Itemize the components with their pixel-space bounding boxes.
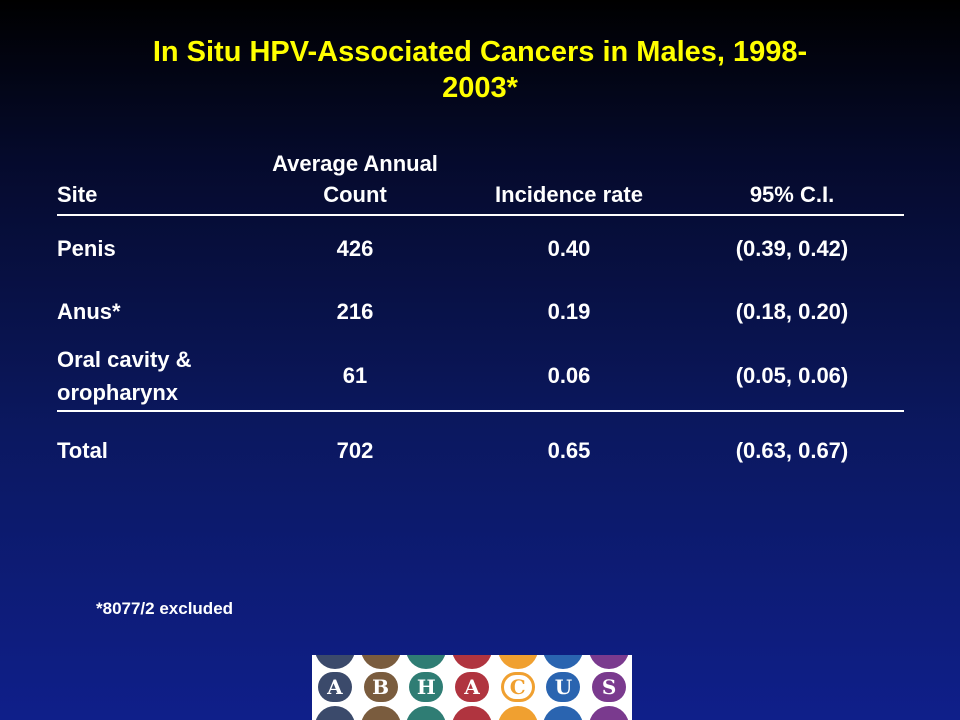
header-ci: 95% C.I. (749, 182, 835, 207)
logo-circle-bottom (589, 706, 630, 720)
row-total-site: Total (57, 438, 108, 463)
header-count-line-2: Count (323, 182, 387, 207)
logo-circle-bottom (452, 706, 492, 720)
total-rule (57, 410, 904, 412)
logo-letter: B (363, 672, 398, 702)
title-line-2: 2003* (442, 72, 518, 104)
logo-letter: A (455, 672, 489, 702)
header-rule (57, 214, 904, 216)
logo-circle-top (314, 655, 355, 669)
logo-circle-bottom (314, 706, 355, 720)
logo-letter: A (317, 672, 352, 702)
logo-letter: C (500, 672, 535, 702)
logo-circle-top (406, 655, 447, 669)
footnote: *8077/2 excluded (96, 599, 234, 618)
logo-letter: H (409, 672, 444, 702)
row-oral-site-line-2: oropharynx (57, 380, 179, 405)
row-anus-ci: (0.18, 0.20) (735, 299, 849, 324)
row-penis-ci: (0.39, 0.42) (735, 236, 849, 261)
logo-circle-bottom (406, 706, 447, 720)
row-anus-count: 216 (336, 299, 374, 324)
row-oral-ci: (0.05, 0.06) (735, 363, 849, 388)
logo-letter: S (592, 672, 627, 702)
logo-circle-top (452, 655, 492, 669)
row-oral-count: 61 (342, 363, 368, 388)
row-oral-site-line-1: Oral cavity & (57, 347, 192, 372)
title-line-1: In Situ HPV-Associated Cancers in Males,… (152, 36, 808, 68)
header-count-line-1: Average Annual (272, 151, 438, 176)
logo-circle-top (497, 655, 538, 669)
logo-circle-bottom (497, 706, 538, 720)
row-total-ci: (0.63, 0.67) (735, 438, 849, 463)
row-anus-site: Anus* (57, 299, 121, 324)
row-anus-incidence: 0.19 (547, 299, 591, 324)
row-total-incidence: 0.65 (547, 438, 591, 463)
row-total-count: 702 (336, 438, 374, 463)
logo-circle-bottom (543, 706, 584, 720)
header-incidence: Incidence rate (495, 182, 643, 207)
row-oral-incidence: 0.06 (547, 363, 591, 388)
logo-letter: U (546, 672, 581, 702)
logo-circle-top (360, 655, 401, 669)
row-penis-site: Penis (57, 236, 116, 261)
logo-circle-bottom (360, 706, 401, 720)
logo-circle-top (543, 655, 584, 669)
header-site: Site (57, 182, 98, 207)
logo-circle-top (589, 655, 630, 669)
page-title: In Situ HPV-Associated Cancers in Males,… (60, 34, 900, 106)
row-penis-count: 426 (336, 236, 374, 261)
row-penis-incidence: 0.40 (547, 236, 591, 261)
